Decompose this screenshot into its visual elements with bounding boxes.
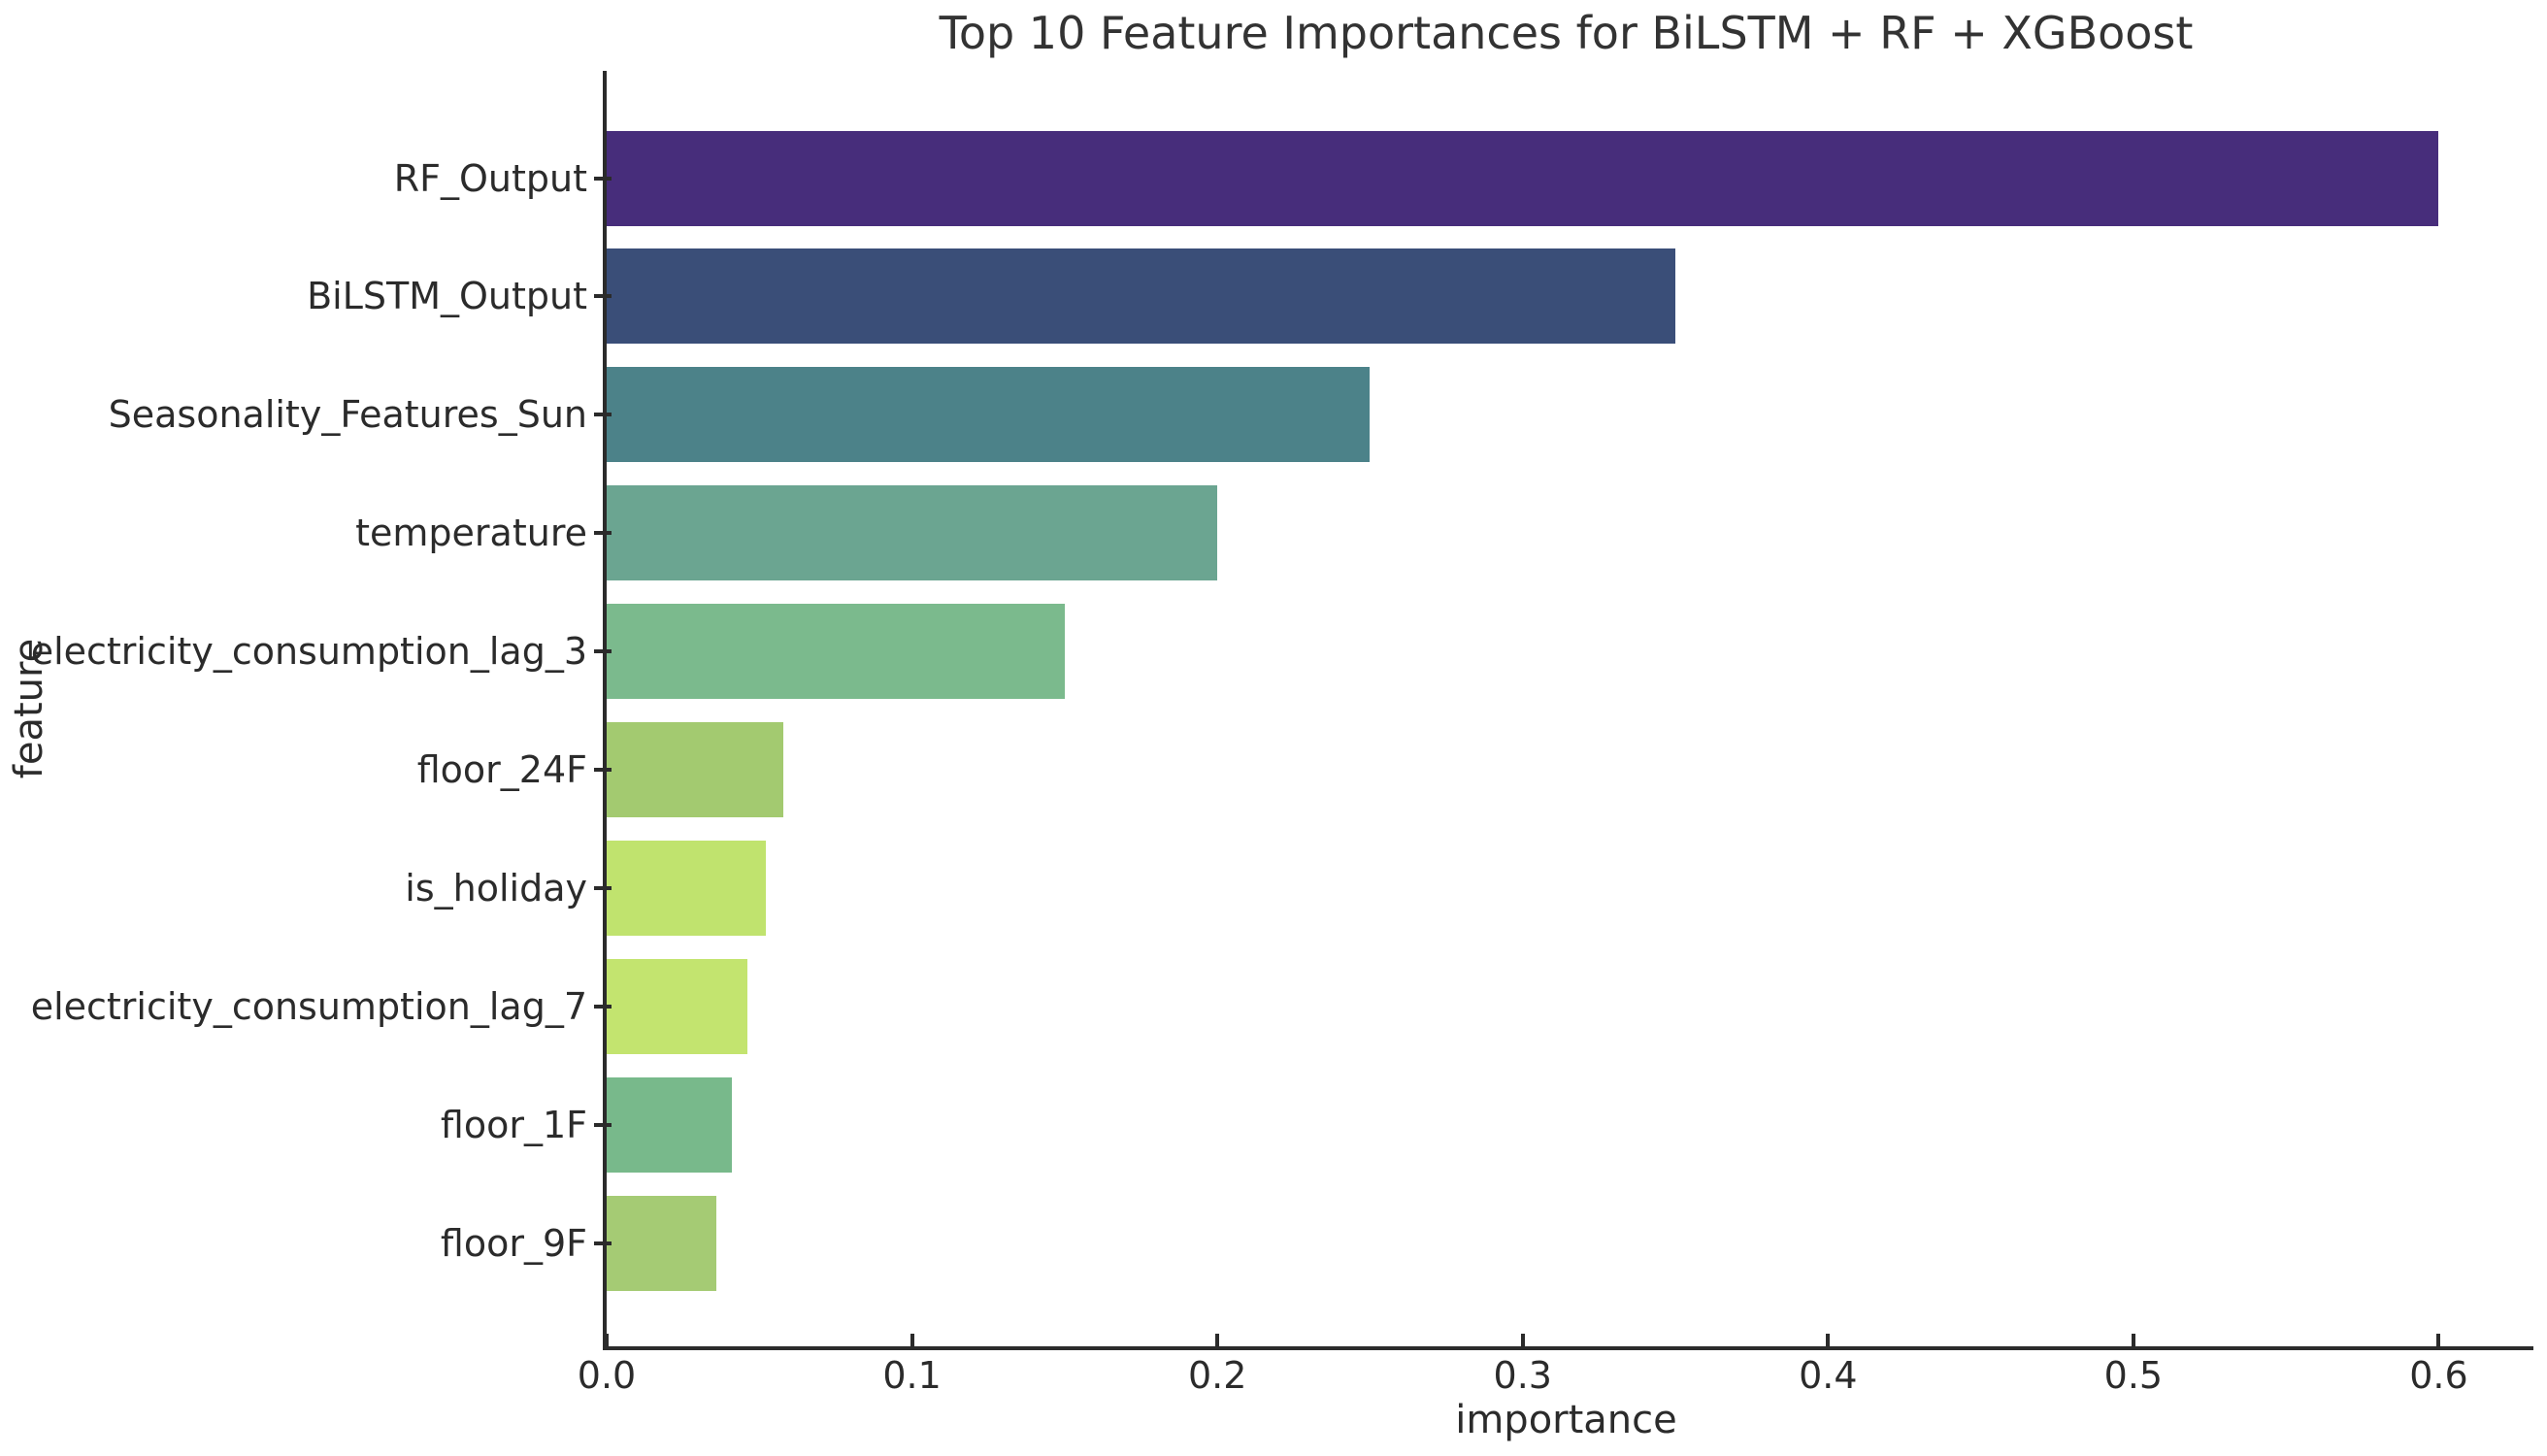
y-tick-label-electricity_consumption_lag_3: electricity_consumption_lag_3 xyxy=(30,630,587,674)
chart-title: Top 10 Feature Importances for BiLSTM + … xyxy=(939,7,2194,59)
y-tick-label-RF_Output: RF_Output xyxy=(393,156,587,200)
plot-area: RF_Output BiLSTM_Output Seasonality_Featur… xyxy=(31,71,2533,1397)
x-tick-label-0.3: 0.3 xyxy=(1493,1354,1552,1397)
y-tick-temperature xyxy=(594,531,612,536)
x-tick-0.0 xyxy=(605,1334,609,1346)
x-tick-label-0.6: 0.6 xyxy=(2409,1354,2468,1397)
y-tick-label-BiLSTM_Output: BiLSTM_Output xyxy=(307,275,587,318)
bar-RF_Output xyxy=(607,130,2439,226)
y-tick-electricity_consumption_lag_7 xyxy=(594,1004,612,1009)
y-tick-label-is_holiday: is_holiday xyxy=(405,866,587,910)
y-tick-is_holiday xyxy=(594,885,612,890)
y-tick-label-floor_1F: floor_1F xyxy=(440,1103,587,1146)
x-tick-0.2 xyxy=(1215,1334,1220,1346)
y-tick-label-electricity_consumption_lag_7: electricity_consumption_lag_7 xyxy=(30,984,587,1028)
x-tick-label-0.2: 0.2 xyxy=(1187,1354,1247,1397)
y-tick-BiLSTM_Output xyxy=(594,294,612,299)
x-tick-label-0.4: 0.4 xyxy=(1799,1354,1858,1397)
bar-temperature xyxy=(607,485,1218,581)
x-tick-0.1 xyxy=(910,1334,914,1346)
y-tick-floor_9F xyxy=(594,1241,612,1245)
x-tick-0.5 xyxy=(2131,1334,2135,1346)
x-tick-label-0.1: 0.1 xyxy=(882,1354,942,1397)
y-tick-floor_1F xyxy=(594,1122,612,1127)
y-tick-label-temperature: temperature xyxy=(355,512,587,555)
y-tick-label-floor_9F: floor_9F xyxy=(440,1221,587,1265)
y-tick-floor_24F xyxy=(594,768,612,772)
y-tick-electricity_consumption_lag_3 xyxy=(594,649,612,654)
y-axis-label: feature xyxy=(7,638,51,779)
bar-Seasonality_Features_Sun xyxy=(607,367,1371,463)
bar-BiLSTM_Output xyxy=(607,248,1676,345)
bar-floor_24F xyxy=(607,722,784,817)
bar-electricity_consumption_lag_3 xyxy=(607,604,1065,700)
y-tick-RF_Output xyxy=(594,176,612,181)
x-tick-0.6 xyxy=(2436,1334,2441,1346)
x-axis-label: importance xyxy=(1455,1398,1677,1442)
bar-is_holiday xyxy=(607,840,766,936)
bar-floor_9F xyxy=(607,1195,717,1291)
x-tick-0.4 xyxy=(1826,1334,1831,1346)
bar-electricity_consumption_lag_7 xyxy=(607,958,747,1054)
x-tick-label-0.0: 0.0 xyxy=(577,1354,637,1397)
x-tick-label-0.5: 0.5 xyxy=(2103,1354,2164,1397)
bar-floor_1F xyxy=(607,1076,732,1173)
y-tick-label-floor_24F: floor_24F xyxy=(416,748,587,791)
x-tick-0.3 xyxy=(1520,1334,1525,1346)
y-tick-label-Seasonality_Features_Sun: Seasonality_Features_Sun xyxy=(108,393,587,437)
y-tick-Seasonality_Features_Sun xyxy=(594,413,612,417)
